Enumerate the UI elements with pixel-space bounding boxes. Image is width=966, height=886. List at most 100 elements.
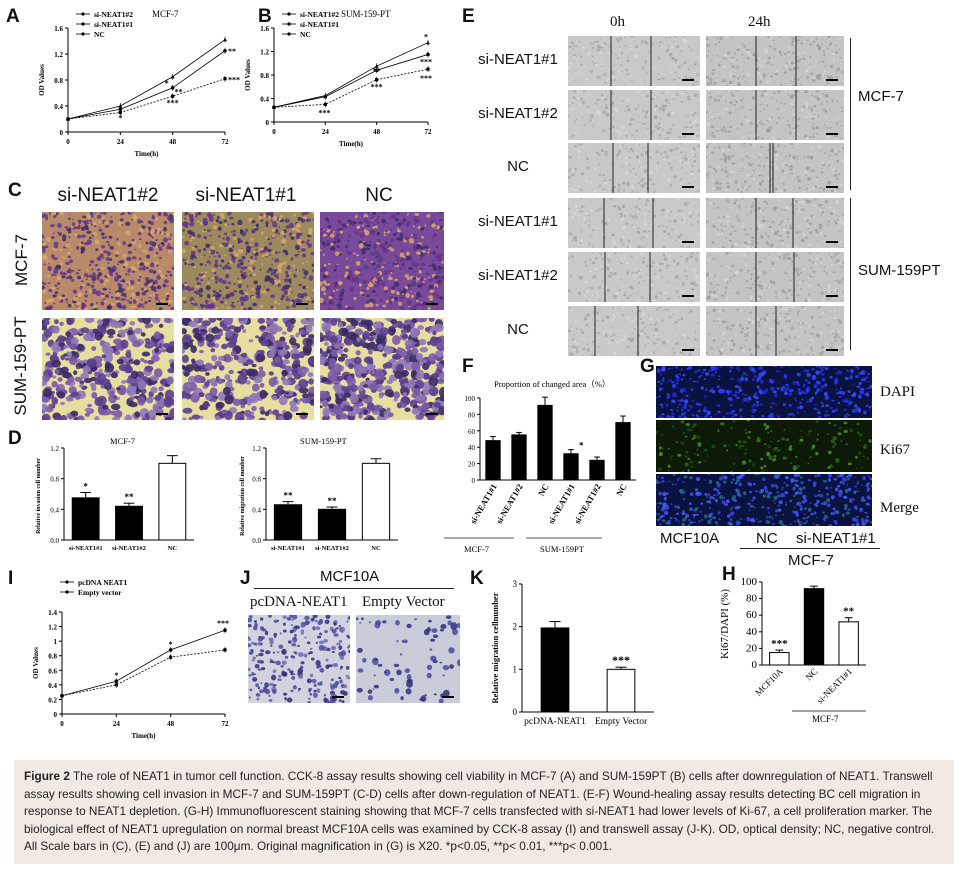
x-tick-label: 24 [113,720,121,728]
panel-e-row-label: si-NEAT1#1 [478,51,558,68]
legend-label: pcDNA NEAT1 [78,578,127,587]
y-tick-label: 60 [468,428,476,436]
data-point [323,93,328,98]
chart-d-migration-bar: 0.0 0.4 0.8 1.2 ** ** SUM-159-PT si-NEAT1#1 si-N… [240,436,398,552]
bar [540,627,570,713]
data-point [223,648,227,652]
chart-title: MCF-7 [110,436,135,446]
chart-k-bar: 0 1 2 3 *** pcDNA-NEAT1 Empty Vector Relative m… [490,579,654,727]
y-tick-label: 1.2 [54,51,63,59]
data-point [323,102,327,106]
legend-label: si-NEAT1#1 [94,20,133,29]
significance-mark: * [83,481,88,491]
significance-mark: * [424,33,428,42]
x-tick-label: 72 [222,720,230,728]
significance-mark: ** [328,496,338,506]
y-tick-label: 0 [60,129,64,137]
panel-e-time-label: 24h [748,14,771,30]
panel-g-x-label: MCF10A [660,530,720,547]
x-tick-label: 48 [169,138,177,146]
bar [71,497,100,541]
legend-marker [287,12,291,16]
y-tick-label: 0.8 [50,476,59,484]
significance-mark: ** [843,606,855,618]
x-tick-label: NC [614,482,629,498]
chart-b-line: 0 0.4 0.8 1.2 1.6 0 24 48 72 Time(h) OD Values si-N… [244,9,432,148]
x-tick-label: pcDNA-NEAT1 [524,717,586,727]
data-point [223,628,227,633]
chart-title: Proportion of changed area（%） [494,379,610,389]
chart-f-bar: 0 20 40 60 80 100 Proportion of changed area（%… [444,379,636,554]
panel-g-row-label: Merge [880,500,919,516]
data-point [114,679,119,684]
significance-mark: *** [318,108,330,117]
y-tick-label: 0 [54,711,58,719]
y-axis-label: OD Values [38,64,46,96]
micrograph-image [568,143,700,193]
group-label: MCF-7 [812,714,839,724]
panel-e-row-label: si-NEAT1#1 [478,213,558,230]
y-tick-label: 100 [465,395,476,403]
data-point [223,48,227,53]
y-axis-label: Relative migration cell number [240,456,246,536]
panel-g-x-label: NC [756,530,778,547]
y-tick-label: 3 [513,579,518,589]
legend-marker [81,22,85,26]
micrograph-image [568,306,700,356]
y-tick-label: 0 [752,659,758,671]
panel-j-col-label: pcDNA-NEAT1 [250,594,348,610]
legend-marker [287,22,291,26]
panel-c-label: C [8,180,22,201]
micrograph-image [568,36,700,86]
y-axis-label: Relative invasion cell number [36,458,42,534]
bar [361,462,391,541]
panel-e-row-label: si-NEAT1#2 [478,105,558,122]
y-tick-label: 0.8 [260,72,269,80]
panel-g-group-line [740,548,880,549]
data-point [170,86,175,90]
y-tick-label: 40 [468,444,476,452]
micrograph-image [656,366,872,418]
panel-c-col-label: si-NEAT1#2 [57,185,159,206]
y-tick-label: 0 [513,707,518,717]
y-tick-label: 1.6 [54,25,63,33]
data-point [118,104,123,108]
panel-j-col-label: Empty Vector [362,594,445,610]
x-tick-label: si-NEAT1#1 [271,545,305,552]
data-point [118,107,123,112]
legend-label: Empty vector [78,588,122,597]
series-line [273,54,429,108]
bar [563,453,579,481]
panel-g-group-label: MCF-7 [788,552,834,569]
series-line [61,629,226,697]
y-tick-label: 1 [513,664,518,674]
data-point [171,94,175,98]
bar [615,422,631,481]
y-tick-label: 100 [741,576,758,588]
bar [273,504,303,541]
y-tick-label: 1.2 [252,445,261,453]
bar [769,652,790,666]
micrograph-image [42,212,174,310]
data-point [223,37,227,42]
y-tick-label: 0.0 [50,537,59,545]
y-tick-label: 0.8 [252,476,261,484]
data-point [272,105,276,109]
data-point [169,655,173,659]
panel-g-label: G [640,356,655,377]
significance-mark: ** [228,47,236,56]
y-tick-label: 20 [746,642,758,654]
panel-g-x-label: si-NEAT1#1 [796,530,876,547]
significance-mark: * [165,79,169,88]
data-point [60,694,64,698]
panel-e-label: E [462,6,475,27]
chart-title: SUM-159-PT [300,436,348,446]
bar [115,505,143,541]
data-point [374,68,379,73]
legend-label: NC [300,30,311,39]
significance-mark: * [579,440,584,450]
x-tick-label: si-NEAT1#2 [315,545,349,552]
micrograph-image [706,198,844,248]
legend-marker [81,32,85,36]
